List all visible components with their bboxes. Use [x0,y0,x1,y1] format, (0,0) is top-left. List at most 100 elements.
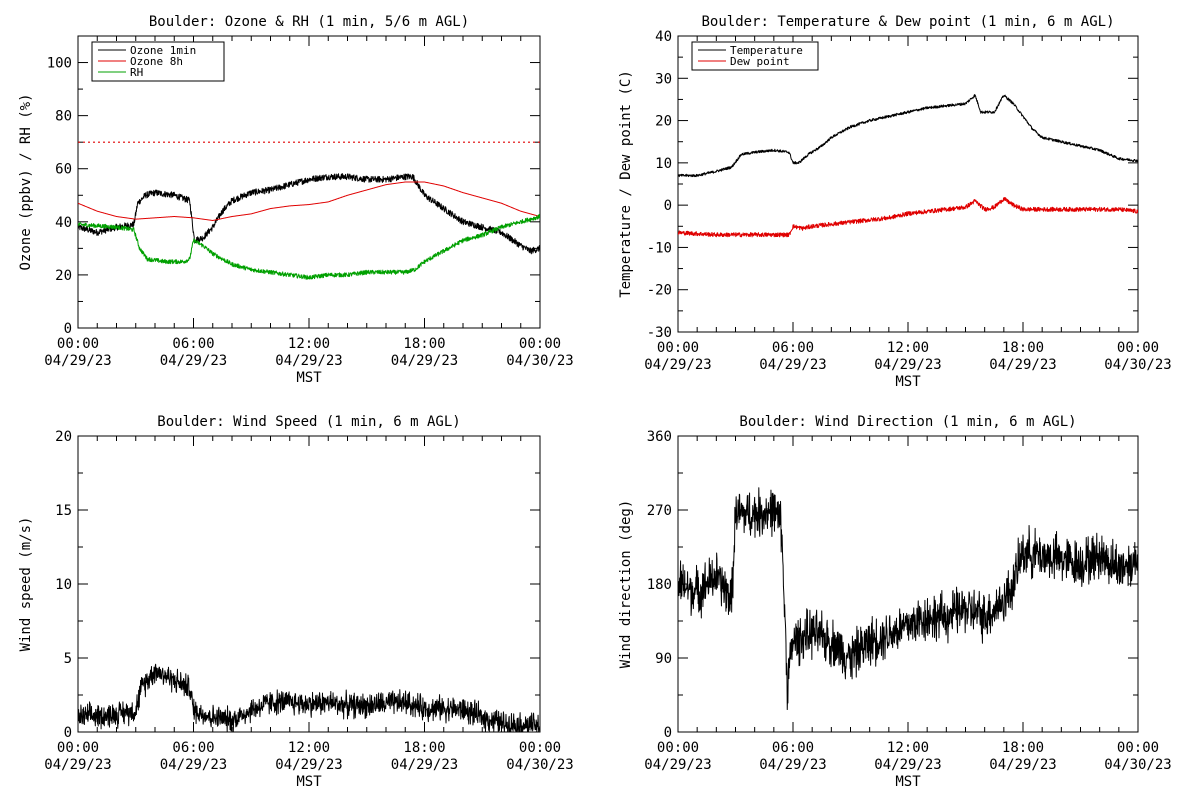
legend-box [691,41,819,71]
legend-label: RH [130,66,143,79]
x-tick-time: 18:00 [1002,340,1044,356]
x-tick-date: 04/29/23 [759,357,826,373]
chart-panel-2: Boulder: Temperature & Dew point (1 min,… [618,14,1172,390]
y-tick-label: 20 [55,429,72,445]
plot-area [678,487,1138,711]
y-tick-label: 5 [64,651,72,667]
x-tick-date: 04/29/23 [44,757,111,773]
legend-label: Temperature [730,44,803,57]
y-tick-label: 0 [64,321,72,337]
x-tick-time: 12:00 [887,740,929,756]
chart-panel-1: Boulder: Ozone & RH (1 min, 5/6 m AGL) 0 2… [18,14,574,386]
x-tick-date: 04/30/23 [1104,757,1171,773]
x-tick-time: 18:00 [403,336,445,352]
plot-area [78,663,540,732]
y-tick-label: 20 [55,268,72,284]
plot-area [78,141,540,280]
chart-panel-4: Boulder: Wind Direction (1 min, 6 m AGL)… [618,414,1172,790]
y-tick-label: 40 [655,29,672,45]
y-tick-label: 180 [647,577,672,593]
x-axis-label: MST [895,374,921,390]
x-tick-date: 04/29/23 [644,357,711,373]
y-tick-label: 0 [664,725,672,741]
plot-area [678,94,1138,238]
x-tick-date: 04/29/23 [44,353,111,369]
chart-title: Boulder: Wind Speed (1 min, 6 m AGL) [157,414,460,430]
x-tick-time: 00:00 [57,740,99,756]
y-tick-label: 270 [647,503,672,519]
y-tick-label: -20 [647,283,672,299]
y-tick-label: 30 [655,71,672,87]
x-tick-time: 00:00 [657,340,699,356]
series-line-1 [78,663,540,732]
x-tick-time: 00:00 [1117,740,1159,756]
x-tick-date: 04/29/23 [391,757,458,773]
y-tick-label: 40 [55,215,72,231]
x-tick-time: 18:00 [1002,740,1044,756]
plot-frame [677,435,1139,733]
y-tick-label: -30 [647,325,672,341]
x-tick-date: 04/29/23 [391,353,458,369]
y-tick-label: -10 [647,240,672,256]
series-line-dew-point [678,197,1138,238]
x-tick-date: 04/29/23 [275,353,342,369]
x-tick-date: 04/29/23 [874,357,941,373]
y-axis-label: Ozone (ppbv) / RH (%) [18,93,34,270]
x-tick-date: 04/29/23 [160,353,227,369]
series-line-ozone-8h [78,181,540,221]
x-tick-date: 04/30/23 [1104,357,1171,373]
x-tick-time: 12:00 [288,740,330,756]
x-tick-date: 04/29/23 [644,757,711,773]
y-tick-label: 60 [55,162,72,178]
x-tick-date: 04/29/23 [275,757,342,773]
series-line-temperature [678,94,1138,178]
y-tick-label: 0 [64,725,72,741]
y-axis-label: Wind direction (deg) [618,500,634,669]
x-axis-label: MST [296,370,322,386]
x-tick-date: 04/29/23 [759,757,826,773]
y-tick-label: 20 [655,114,672,130]
chart-panel-3: Boulder: Wind Speed (1 min, 6 m AGL) 0 5 10… [18,414,574,790]
x-tick-time: 00:00 [57,336,99,352]
y-axis-label: Wind speed (m/s) [18,517,34,652]
series-line-ozone-1min [78,173,540,255]
x-tick-time: 00:00 [519,336,561,352]
x-tick-date: 04/29/23 [874,757,941,773]
chart-title: Boulder: Temperature & Dew point (1 min,… [701,14,1114,30]
x-tick-time: 00:00 [657,740,699,756]
plot-frame [77,435,541,733]
y-tick-label: 10 [55,577,72,593]
x-tick-time: 18:00 [403,740,445,756]
series-line-1 [678,487,1138,711]
y-tick-label: 360 [647,429,672,445]
x-tick-time: 12:00 [887,340,929,356]
y-tick-label: 100 [47,56,72,72]
legend-label: Dew point [730,55,790,68]
y-tick-label: 90 [655,651,672,667]
x-tick-time: 06:00 [772,340,814,356]
y-tick-label: 80 [55,109,72,125]
series-line-rh [78,214,540,280]
plot-frame [677,35,1139,333]
x-tick-time: 12:00 [288,336,330,352]
x-tick-date: 04/29/23 [989,357,1056,373]
legend-label: Ozone 8h [130,55,183,68]
y-tick-label: 10 [655,156,672,172]
x-tick-time: 00:00 [519,740,561,756]
y-tick-label: 15 [55,503,72,519]
x-tick-time: 06:00 [172,740,214,756]
legend-label: Ozone 1min [130,44,196,57]
x-axis-label: MST [895,774,921,790]
y-tick-label: 0 [664,198,672,214]
x-tick-time: 00:00 [1117,340,1159,356]
y-axis-label: Temperature / Dew point (C) [618,70,634,298]
x-tick-date: 04/30/23 [506,353,573,369]
chart-title: Boulder: Ozone & RH (1 min, 5/6 m AGL) [149,14,469,30]
chart-title: Boulder: Wind Direction (1 min, 6 m AGL) [739,414,1076,430]
x-tick-time: 06:00 [772,740,814,756]
x-axis-label: MST [296,774,322,790]
x-tick-date: 04/29/23 [160,757,227,773]
x-tick-time: 06:00 [172,336,214,352]
x-tick-date: 04/30/23 [506,757,573,773]
